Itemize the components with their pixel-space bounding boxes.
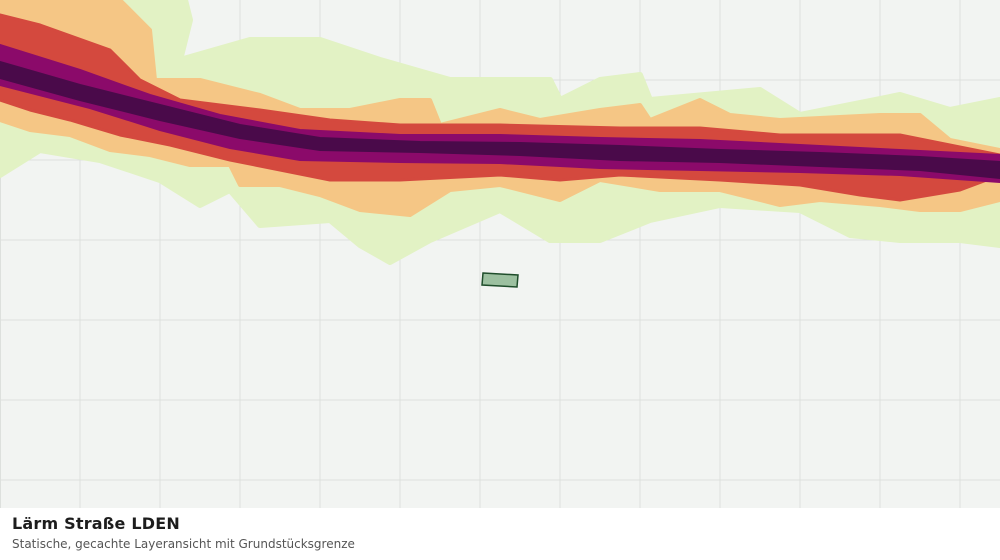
map	[0, 0, 1000, 508]
layer-title: Lärm Straße LDEN	[12, 514, 180, 533]
noise-layer	[0, 0, 1000, 265]
layer-subtitle: Statische, gecachte Layeransicht mit Gru…	[12, 537, 355, 551]
noise-band-very-high	[0, 44, 1000, 183]
parcel-boundary	[481, 272, 519, 288]
noise-band-extreme	[0, 61, 1000, 179]
info-panel: Lärm Straße LDEN Statische, gecachte Lay…	[0, 508, 1000, 560]
